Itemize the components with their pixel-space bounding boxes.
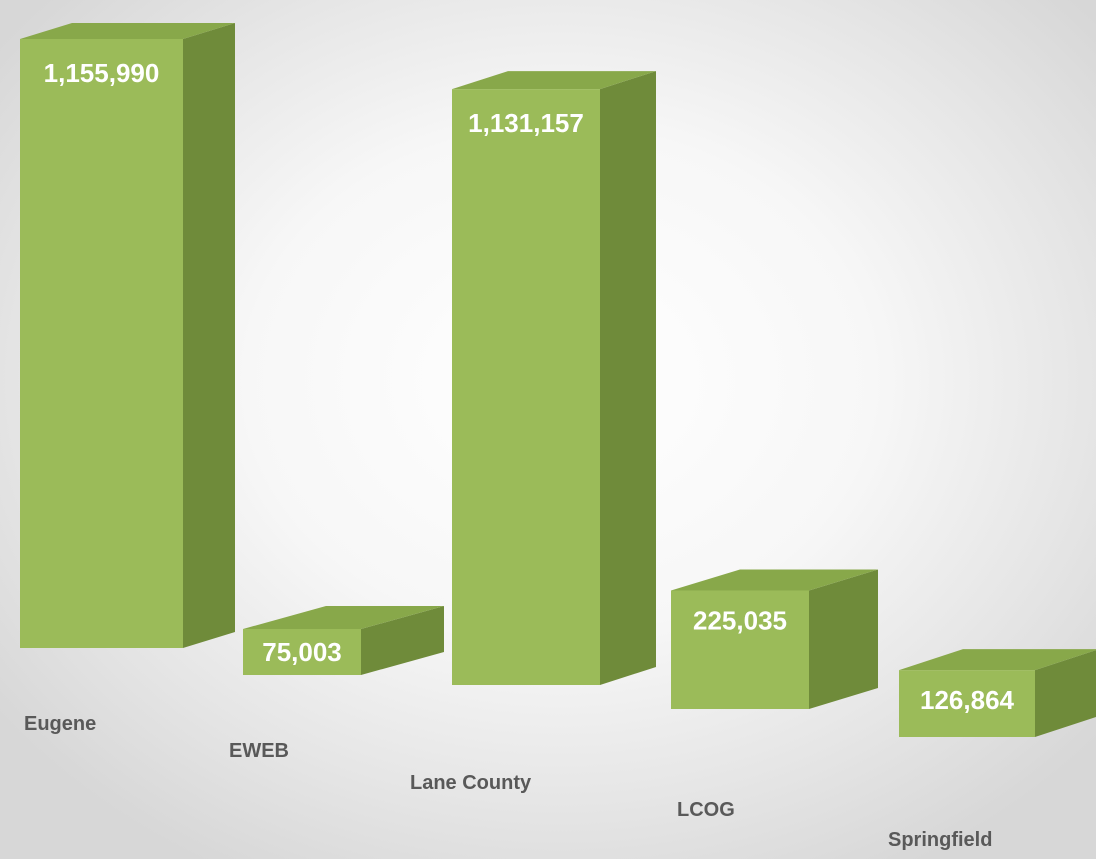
bar-top-face	[243, 606, 444, 629]
value-label: 225,035	[693, 605, 787, 635]
category-label: Eugene	[24, 713, 96, 735]
value-label: 75,003	[262, 637, 342, 667]
bar-eugene: 1,155,990	[20, 23, 235, 648]
bar-eweb: 75,003	[243, 606, 444, 675]
category-label: EWEB	[229, 740, 289, 762]
bar-front-face	[671, 590, 809, 709]
value-label: 1,155,990	[44, 58, 160, 88]
category-label: Lane County	[410, 772, 532, 794]
bar-lane-county: 1,131,157	[452, 71, 656, 686]
bar-springfield: 126,864	[899, 649, 1096, 737]
bar-front-face	[899, 670, 1035, 737]
bar-top-face	[671, 569, 878, 591]
bar-side-face	[183, 23, 235, 648]
bar-top-face	[20, 23, 235, 39]
bars-group: 1,155,990 75,003 1,131,157 225,035 126,864	[20, 23, 1096, 737]
bar-side-face	[600, 71, 656, 686]
bar-side-face	[1035, 650, 1096, 737]
category-label: Springfield	[888, 829, 992, 851]
bar-top-face	[899, 649, 1096, 671]
bar-lcog: 225,035	[671, 569, 878, 709]
bar-front-face	[243, 629, 361, 675]
bar-side-face	[809, 569, 878, 709]
category-label: LCOG	[677, 799, 735, 821]
value-label: 126,864	[920, 685, 1015, 715]
value-label: 1,131,157	[468, 108, 584, 138]
bar-top-face	[452, 71, 656, 90]
category-labels-group: Eugene EWEB Lane County LCOG Springfield	[24, 713, 992, 851]
bar-front-face	[20, 39, 183, 648]
bar-front-face	[452, 89, 600, 686]
